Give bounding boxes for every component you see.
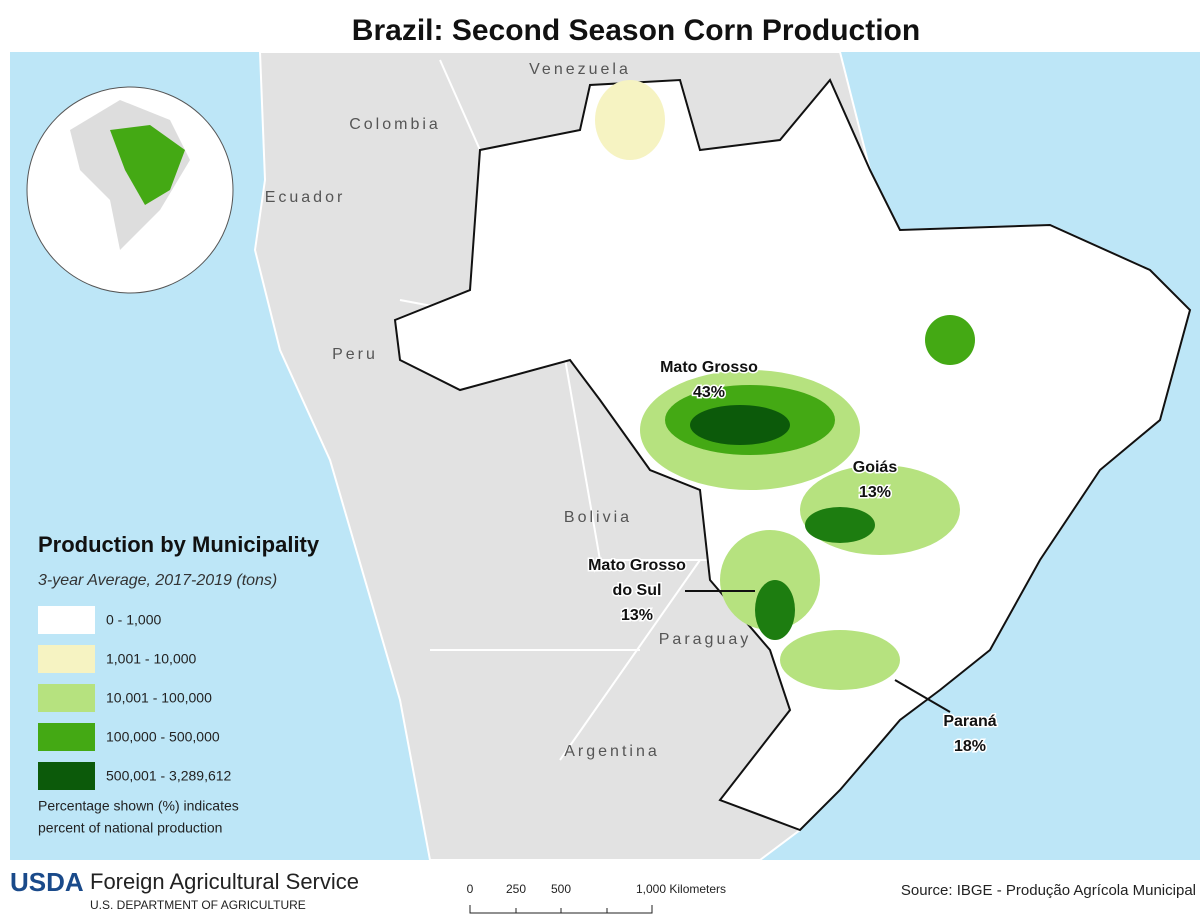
legend-swatch	[38, 684, 95, 712]
state-name: Goiás	[853, 459, 898, 476]
title: Brazil: Second Season Corn Production	[352, 14, 920, 47]
legend-note: Percentage shown (%) indicates	[38, 798, 239, 814]
legend-label: 1,001 - 10,000	[106, 651, 197, 667]
production-areas	[595, 80, 975, 690]
state-name: do Sul	[613, 582, 662, 599]
country-labels: Venezuela Colombia Ecuador Peru Bolivia …	[265, 61, 752, 760]
state-share: 13%	[621, 607, 653, 624]
legend: Production by Municipality 3-year Averag…	[38, 532, 320, 836]
source: Source: IBGE - Produção Agrícola Municip…	[901, 882, 1196, 899]
country-label: Venezuela	[529, 61, 631, 78]
area	[690, 405, 790, 445]
country-label: Peru	[332, 346, 378, 363]
legend-note: percent of national production	[38, 820, 222, 836]
state-labels: Mato Grosso 43% Goiás 13% Mato Grosso do…	[587, 358, 999, 757]
country-label: Argentina	[564, 743, 660, 760]
scale-label: 0	[467, 882, 474, 896]
country-label: Ecuador	[265, 189, 346, 206]
leader-line	[894, 679, 951, 713]
area	[780, 630, 900, 690]
area	[805, 507, 875, 543]
department: U.S. DEPARTMENT OF AGRICULTURE	[90, 898, 306, 912]
state-name: Mato Grosso	[588, 557, 686, 574]
state-share: 13%	[859, 484, 891, 501]
legend-label: 10,001 - 100,000	[106, 690, 212, 706]
legend-title: Production by Municipality	[38, 532, 320, 557]
area	[720, 530, 820, 630]
area	[595, 80, 665, 160]
country-label: Bolivia	[564, 509, 632, 526]
legend-swatch	[38, 762, 95, 790]
country-label: Colombia	[349, 116, 441, 133]
legend-label: 500,001 - 3,289,612	[106, 768, 232, 784]
legend-subtitle: 3-year Average, 2017-2019 (tons)	[38, 572, 277, 589]
state-name: Paraná	[943, 713, 996, 730]
country-label: Paraguay	[659, 631, 752, 648]
area	[925, 315, 975, 365]
scale-bar	[469, 905, 653, 914]
legend-label: 100,000 - 500,000	[106, 729, 220, 745]
scale-label: 500	[551, 882, 571, 896]
globe	[26, 86, 234, 294]
agency: Foreign Agricultural Service	[90, 869, 359, 894]
scale-label: 1,000 Kilometers	[636, 882, 726, 896]
legend-swatch	[38, 645, 95, 673]
footer: USDA Foreign Agricultural Service U.S. D…	[10, 867, 1196, 914]
scale-label: 250	[506, 882, 526, 896]
state-name: Mato Grosso	[660, 359, 758, 376]
state-share: 43%	[693, 384, 725, 401]
legend-label: 0 - 1,000	[106, 612, 161, 628]
area	[755, 580, 795, 640]
logo: USDA	[10, 867, 84, 897]
legend-swatch	[38, 723, 95, 751]
globe-brazil	[110, 125, 185, 205]
legend-swatch	[38, 606, 95, 634]
state-share: 18%	[954, 738, 986, 755]
